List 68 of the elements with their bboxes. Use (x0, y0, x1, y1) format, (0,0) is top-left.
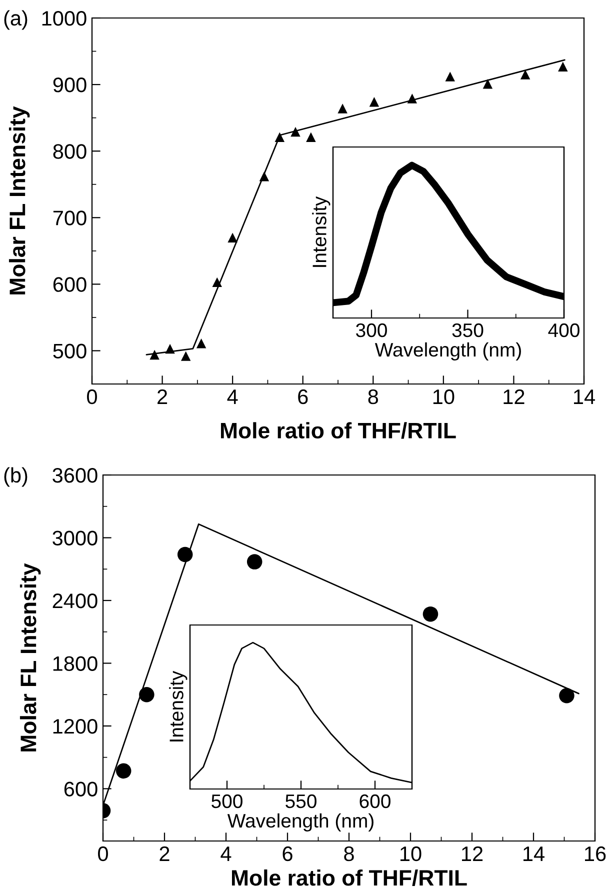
x-tick-label: 8 (344, 846, 354, 862)
y-tick-label: 700 (53, 210, 86, 226)
point (259, 172, 270, 182)
y-tick-label: 3000 (52, 530, 98, 546)
point (306, 132, 316, 142)
point (228, 232, 238, 242)
x-tick-label: 0 (98, 846, 108, 862)
point (290, 126, 300, 137)
point (177, 546, 193, 562)
point (338, 104, 348, 114)
y-tick-label: 1800 (53, 656, 98, 671)
x-tick-label: 500 (212, 794, 242, 808)
point (196, 338, 206, 348)
x-tick-label: 10 (400, 846, 422, 862)
y-tick-label: 2400 (52, 593, 98, 608)
y-tick-label: 3600 (52, 468, 98, 483)
point (559, 688, 574, 704)
x-axis-title: Mole ratio of THF/RTIL (232, 869, 467, 886)
y-tick-label: 1000 (42, 11, 86, 26)
x-tick-label: 400 (548, 323, 580, 338)
point (445, 72, 455, 82)
y-tick-label: 900 (53, 78, 86, 92)
x-tick-label: 6 (282, 846, 292, 862)
point (165, 344, 175, 354)
x-tick-label: 12 (462, 846, 483, 861)
point (139, 686, 154, 702)
x-tick-label: 12 (504, 389, 524, 404)
y-tick-label: 600 (64, 782, 98, 796)
point (482, 79, 493, 89)
y-tick-label: 1200 (53, 718, 98, 734)
point (558, 62, 568, 72)
x-tick-label: 4 (227, 390, 238, 404)
point (520, 70, 530, 80)
point (369, 96, 380, 107)
y-axis-title: Molar FL Intensity (8, 106, 30, 294)
chart-title: (b) (4, 467, 28, 487)
point (212, 277, 222, 288)
x-tick-label: 14 (524, 846, 544, 861)
x-tick-label: 350 (452, 323, 484, 338)
y-tick-label: 500 (53, 344, 86, 358)
point (274, 132, 285, 142)
x-tick-label: 550 (286, 794, 316, 808)
y-axis-title: Intensity (312, 196, 330, 267)
point (116, 763, 132, 779)
y-tick-label: 800 (53, 144, 86, 159)
x-tick-label: 2 (158, 389, 168, 404)
point (150, 350, 160, 360)
y-axis-title: Intensity (169, 670, 188, 742)
point (246, 554, 262, 570)
point (422, 606, 438, 622)
x-tick-label: 14 (574, 390, 595, 404)
x-tick-label: 300 (356, 323, 387, 338)
x-tick-label: 8 (368, 389, 378, 404)
point (180, 351, 191, 361)
point (407, 94, 418, 104)
x-tick-label: 16 (585, 846, 606, 862)
x-axis-title: Mole ratio of THF/RTIL (220, 422, 456, 439)
x-tick-label: 6 (298, 389, 308, 404)
x-tick-label: 0 (87, 389, 97, 404)
y-tick-label: 600 (53, 277, 86, 292)
x-tick-label: 10 (433, 389, 454, 404)
x-axis-title: Wavelength (nm) (227, 813, 374, 832)
x-tick-label: 2 (160, 846, 170, 861)
x-axis-title: Wavelength (nm) (374, 342, 521, 360)
chart-title: (a) (4, 10, 28, 30)
x-tick-label: 600 (360, 794, 390, 808)
x-tick-label: 4 (220, 846, 232, 861)
y-axis-title: Molar FL Intensity (20, 563, 41, 752)
